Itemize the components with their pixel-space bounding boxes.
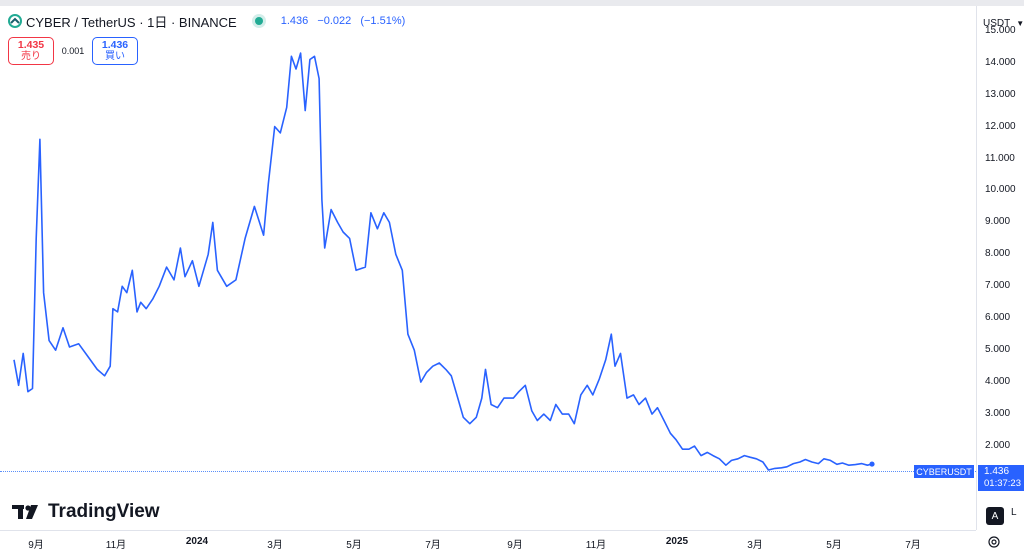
x-tick-label: 11月 — [585, 540, 607, 551]
symbol-legend[interactable]: CYBER / TetherUS · 1日 · BINANCE 1.436 −0… — [8, 10, 411, 32]
x-tick-label: 3月 — [747, 540, 763, 551]
price-change-value: −0.022 — [317, 15, 352, 27]
symbol-price-label: CYBERUSDT — [914, 465, 974, 478]
x-tick-label: 5月 — [346, 540, 362, 551]
y-tick-label: 7.000 — [985, 280, 1011, 292]
buy-price: 1.436 — [101, 39, 129, 51]
x-tick-label: 3月 — [267, 540, 283, 551]
x-tick-label: 2024 — [185, 536, 209, 547]
currency-label: USDT — [983, 17, 1011, 29]
y-tick-label: 2.000 — [985, 440, 1011, 452]
x-tick-label: 9月 — [28, 540, 44, 551]
y-tick-label: 14.000 — [985, 56, 1016, 68]
price-line-plot[interactable] — [0, 6, 976, 530]
sell-label: 売り — [21, 51, 41, 62]
sell-button[interactable]: 1.435 売り — [8, 37, 54, 65]
y-tick-label: 11.000 — [985, 152, 1015, 164]
x-tick-label: 11月 — [105, 540, 127, 551]
y-tick-label: 10.000 — [985, 184, 1016, 196]
quote-values: 1.436 −0.022 (−1.51%) — [281, 15, 412, 27]
y-tick-label: 3.000 — [985, 408, 1011, 420]
x-tick-label: 5月 — [826, 540, 842, 551]
market-status-indicator[interactable] — [254, 17, 263, 25]
bar-countdown: 01:37:23 — [984, 478, 1021, 489]
y-tick-label: 12.000 — [985, 120, 1016, 132]
auto-scale-button[interactable]: A — [986, 507, 1004, 525]
last-price-dot — [869, 461, 875, 467]
chart-pane[interactable] — [0, 6, 977, 530]
gear-icon[interactable] — [987, 535, 1001, 549]
tradingview-logo[interactable]: TradingView — [12, 501, 160, 523]
price-scale[interactable]: 2.000 3.000 4.000 5.000 6.000 7.000 8.000 9.000… — [977, 6, 1024, 530]
x-tick-label: 9月 — [507, 540, 523, 551]
last-price-value: 1.436 — [280, 15, 309, 27]
y-tick-label: 4.000 — [985, 376, 1011, 388]
symbol-title[interactable]: CYBER / TetherUS · 1日 · BINANCE — [26, 14, 237, 30]
top-border — [0, 0, 1024, 6]
y-tick-label: 13.000 — [985, 88, 1016, 100]
spread-value: 0.001 — [61, 46, 85, 56]
y-tick-label: 9.000 — [985, 216, 1011, 228]
y-tick-label: 6.000 — [985, 312, 1011, 324]
last-price-line — [0, 471, 976, 472]
x-tick-label: 7月 — [905, 540, 921, 551]
chevron-down-icon: ▼ — [1016, 18, 1024, 28]
trade-buttons: 1.435 売り 0.001 1.436 買い — [8, 37, 138, 65]
y-tick-label: 15.000 — [985, 24, 1016, 36]
sell-price: 1.435 — [17, 39, 45, 51]
currency-selector[interactable]: USDT ▼ — [983, 14, 1024, 32]
y-tick-label: 5.000 — [985, 344, 1011, 356]
buy-label: 買い — [105, 51, 125, 62]
logo-text: TradingView — [48, 501, 160, 522]
buy-button[interactable]: 1.436 買い — [92, 37, 138, 65]
last-price-badge-value: 1.436 — [984, 466, 1010, 477]
y-tick-label: 8.000 — [985, 248, 1011, 260]
cyber-logo-icon — [8, 14, 22, 28]
price-change-percent: (−1.51%) — [360, 15, 406, 27]
last-price-badge: 1.436 01:37:23 — [978, 465, 1024, 491]
tradingview-logo-icon — [12, 505, 38, 519]
x-tick-label: 7月 — [425, 540, 441, 551]
price-series-line — [13, 52, 873, 471]
log-scale-button[interactable]: L — [1011, 507, 1017, 518]
time-scale[interactable]: 9月 11月 2024 3月 5月 7月 9月 11月 2025 3月 5月 7月 — [0, 530, 976, 553]
x-tick-label: 2025 — [665, 536, 689, 547]
